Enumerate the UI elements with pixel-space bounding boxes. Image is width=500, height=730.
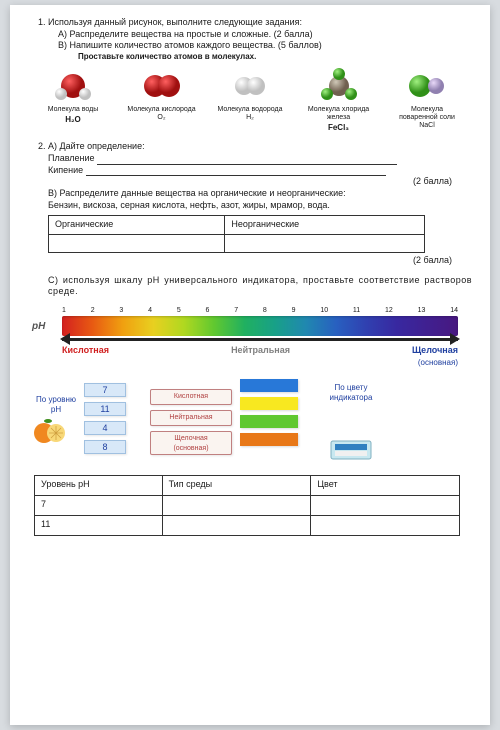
ph-level-table: Уровень рН Тип среды Цвет 7 11: [34, 475, 460, 536]
th-level: Уровень рН: [35, 475, 163, 495]
molecule-water: Молекула воды H₂O: [38, 68, 108, 133]
by-level-label: По уровню рН: [32, 383, 80, 416]
soap-icon: [329, 433, 373, 461]
organic-table: ОрганическиеНеорганические: [48, 215, 425, 253]
molecule-nacl: Молекула поваренной соли NaCl: [392, 68, 462, 133]
cell-color-7[interactable]: [311, 495, 460, 515]
color-swatches: [240, 379, 298, 446]
ph-lower-section: По уровню рН 7 11 4 8 Кислотная: [32, 383, 468, 465]
ph-scale: pH 1234567891011121314 Кислотная Нейтрал…: [28, 306, 472, 368]
fecl3-icon: [314, 68, 364, 104]
ph-by-level: По уровню рН 7 11 4 8: [32, 383, 142, 454]
ph-axis-label: pH: [32, 320, 45, 333]
env-boxes: Кислотная Нейтральная Щелочная (основная…: [150, 389, 232, 455]
hydrogen-icon: [225, 68, 275, 104]
col-organic: Органические: [49, 216, 225, 235]
oxygen-icon: [137, 68, 187, 104]
cell-type-7[interactable]: [162, 495, 311, 515]
by-color-col: По цвету индикатора: [306, 383, 396, 465]
orange-icon: [32, 415, 66, 445]
q2a-points: (2 балла): [28, 176, 472, 188]
melting-line: Плавление: [28, 153, 472, 165]
env-base: Щелочная (основная): [150, 431, 232, 455]
q2b-label: В) Распределите данные вещества на орган…: [28, 188, 472, 200]
worksheet-page: 1. Используя данный рисунок, выполните с…: [10, 5, 490, 725]
ph-gradient-bar: [62, 316, 458, 336]
q1-main: 1. Используя данный рисунок, выполните с…: [28, 17, 472, 29]
by-level-group: По уровню рН: [32, 383, 80, 449]
env-neutral: Нейтральная: [150, 410, 232, 426]
ph-val-7: 7: [84, 383, 126, 397]
q2b-list: Бензин, вискоза, серная кислота, нефть, …: [28, 200, 472, 212]
cell-organic[interactable]: [49, 235, 225, 253]
ph-arrow: [62, 338, 458, 341]
cell-color-11[interactable]: [311, 515, 460, 535]
nacl-icon: [402, 68, 452, 104]
q1-a: А) Распределите вещества на простые и сл…: [28, 29, 472, 41]
cell-type-11[interactable]: [162, 515, 311, 535]
env-acid: Кислотная: [150, 389, 232, 405]
molecule-row: Молекула воды H₂O Молекула кислорода O₂ …: [38, 68, 462, 133]
row-11: 11: [35, 515, 163, 535]
swatch-green: [240, 415, 298, 428]
swatch-blue: [240, 379, 298, 392]
question-2: 2. А) Дайте определение: Плавление Кипен…: [28, 141, 472, 267]
row-7: 7: [35, 495, 163, 515]
q1-instruction: Проставьте количество атомов в молекулах…: [28, 52, 472, 62]
th-type: Тип среды: [162, 475, 311, 495]
zone-neutral: Нейтральная: [231, 345, 290, 368]
q2a-label: 2. А) Дайте определение:: [28, 141, 472, 153]
ph-val-8: 8: [84, 440, 126, 454]
ph-value-boxes: 7 11 4 8: [84, 383, 126, 454]
q1-b: В) Напишите количество атомов каждого ве…: [28, 40, 472, 52]
ph-zone-labels: Кислотная Нейтральная Щелочная(основная): [62, 345, 458, 368]
col-inorganic: Неорганические: [225, 216, 425, 235]
ph-val-11: 11: [84, 402, 126, 416]
zone-acid: Кислотная: [62, 345, 109, 368]
ph-numbers: 1234567891011121314: [28, 306, 472, 315]
by-color-label: По цвету индикатора: [306, 383, 396, 404]
th-color: Цвет: [311, 475, 460, 495]
q2b-points: (2 балла): [28, 255, 472, 267]
cell-inorganic[interactable]: [225, 235, 425, 253]
zone-base: Щелочная(основная): [412, 345, 458, 368]
molecule-hydrogen: Молекула водорода H₂: [215, 68, 285, 133]
question-c: С) используя шкалу рН универсального инд…: [28, 275, 472, 536]
blank-line[interactable]: [86, 175, 386, 176]
swatch-orange: [240, 433, 298, 446]
molecule-fecl3: Молекула хлорида железа FeCl₃: [304, 68, 374, 133]
qc-text: С) используя шкалу рН универсального инд…: [28, 275, 472, 298]
question-1: 1. Используя данный рисунок, выполните с…: [28, 17, 472, 62]
ph-val-4: 4: [84, 421, 126, 435]
boiling-line: Кипение: [28, 165, 472, 177]
swatch-yellow: [240, 397, 298, 410]
molecule-oxygen: Молекула кислорода O₂: [127, 68, 197, 133]
water-icon: [48, 68, 98, 104]
